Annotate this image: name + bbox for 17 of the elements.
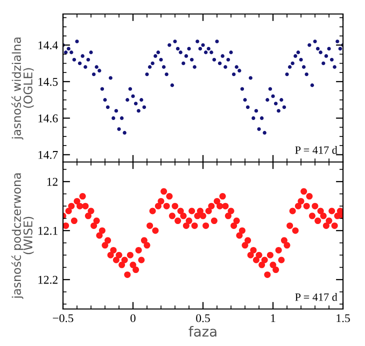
x-tick-label: −0.5 (52, 314, 74, 322)
x-tick-label: 0.5 (196, 314, 210, 322)
x-axis-title: faza (188, 326, 216, 337)
y-axis-title: jasność widzialna (OGLE) (11, 38, 34, 140)
y-tick-label: 14.6 (38, 114, 58, 122)
x-tick-label: 0 (130, 314, 136, 322)
x-tick-label: 1 (271, 314, 276, 322)
y-axis-title: jasność podczerwona (WISE) (11, 173, 34, 299)
y-tick-label: 14.7 (38, 150, 58, 159)
x-tick-label: 1.5 (336, 314, 350, 322)
y-tick-label: 12 (47, 178, 58, 186)
y-tick-label: 14.4 (38, 41, 58, 50)
y-tick-label: 14.5 (38, 78, 58, 86)
annotation: P = 417 d (295, 146, 338, 154)
annotation: P = 417 d (295, 293, 338, 301)
y-tick-label: 12.2 (38, 276, 58, 284)
y-tick-label: 12.1 (38, 226, 58, 235)
